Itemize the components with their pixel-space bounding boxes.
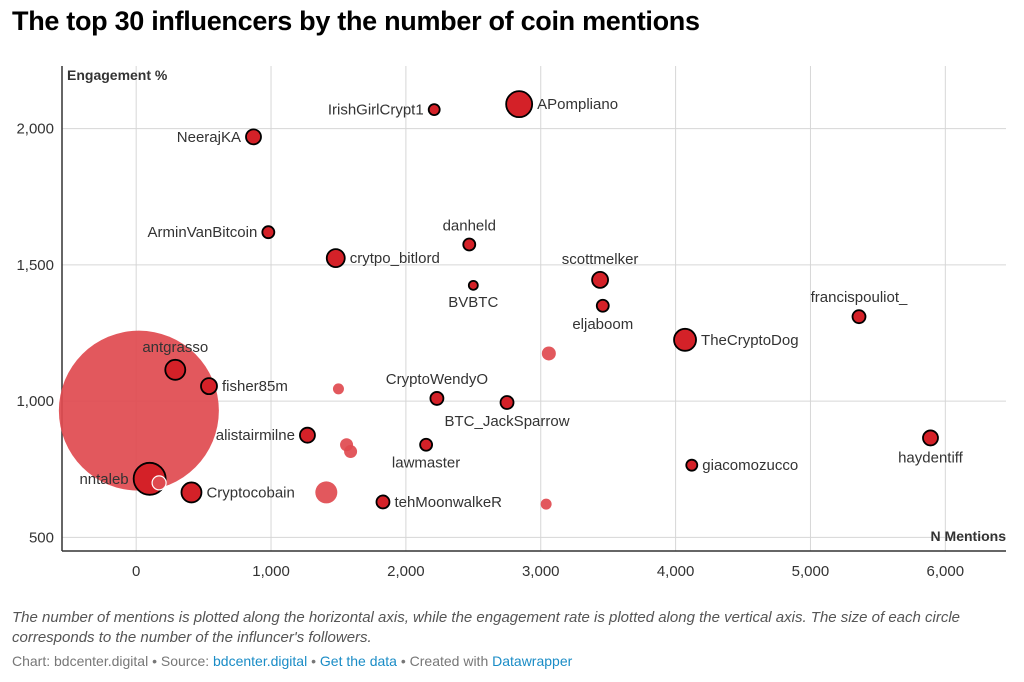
- point-fisher85m: [200, 377, 218, 396]
- point-eljaboom: [595, 298, 610, 313]
- point: [541, 346, 556, 361]
- point-scottmelker: [591, 270, 609, 289]
- point-label: tehMoonwalkeR: [394, 494, 502, 511]
- point-BVBTC: [467, 279, 479, 291]
- y-tick-label: 2,000: [16, 121, 54, 138]
- point-label: IrishGirlCrypt1: [328, 102, 424, 119]
- point: [315, 481, 338, 504]
- scatter-chart: 0 1,000 2,000 3,000 4,000 5,000 6,000 500 1,000…: [16, 66, 1007, 580]
- x-tick-label: 4,000: [657, 563, 695, 580]
- point-label: alistairmilne: [216, 427, 295, 444]
- x-tick-label: 5,000: [792, 563, 830, 580]
- source-link[interactable]: bdcenter.digital: [213, 653, 308, 669]
- y-axis-title: Engagement %: [67, 67, 168, 83]
- footer-credit: Chart: bdcenter.digital • Source:: [12, 653, 214, 669]
- point-label: nntaleb: [79, 471, 128, 488]
- chart-description: The number of mentions is plotted along …: [12, 609, 961, 646]
- data-points: [58, 90, 939, 510]
- point-IrishGirlCrypt1: [427, 103, 441, 116]
- point-tehMoonwalkeR: [375, 494, 391, 510]
- point-label: BTC_JackSparrow: [445, 413, 570, 430]
- x-tick-label: 6,000: [927, 563, 965, 580]
- point-TheCryptoDog: [673, 327, 697, 352]
- x-tick-label: 3,000: [522, 563, 560, 580]
- y-axis-ticks: 500 1,000 1,500 2,000: [16, 121, 54, 547]
- x-tick-label: 2,000: [387, 563, 425, 580]
- x-tick-label: 1,000: [252, 563, 290, 580]
- point-label: giacomozucco: [702, 457, 798, 474]
- datawrapper-link[interactable]: Datawrapper: [492, 653, 573, 669]
- point: [344, 445, 358, 459]
- point-ArminVanBitcoin: [261, 225, 276, 240]
- point-francispouliot_: [851, 309, 867, 325]
- x-tick-label: 0: [132, 563, 140, 580]
- point-label: TheCryptoDog: [701, 332, 799, 349]
- point: [151, 475, 167, 491]
- point-label: Cryptocobain: [206, 484, 294, 501]
- point-label: antgrasso: [142, 339, 208, 356]
- chart-title: The top 30 influencers by the number of …: [12, 6, 700, 36]
- y-tick-label: 500: [29, 529, 54, 546]
- point-label: BVBTC: [448, 294, 498, 311]
- point-label: ArminVanBitcoin: [148, 224, 258, 241]
- point-crytpo_bitlord: [325, 248, 346, 268]
- point-label: crytpo_bitlord: [350, 250, 440, 267]
- point: [332, 383, 344, 395]
- point-antgrasso: [164, 358, 187, 381]
- chart-footer: Chart: bdcenter.digital • Source: bdcent…: [12, 653, 572, 669]
- y-tick-label: 1,000: [16, 393, 54, 410]
- point: [540, 498, 552, 510]
- x-axis-ticks: 0 1,000 2,000 3,000 4,000 5,000 6,000: [132, 563, 964, 580]
- point-label: CryptoWendyO: [386, 371, 488, 388]
- point-Cryptocobain: [180, 481, 203, 504]
- grid-lines: [62, 66, 1006, 551]
- point-giacomozucco: [685, 458, 699, 472]
- point-label: haydentiff: [898, 449, 964, 466]
- point-label: lawmaster: [392, 455, 460, 472]
- point-label: danheld: [443, 217, 496, 234]
- point-BTC_JackSparrow: [499, 395, 515, 410]
- point-labels: APompliano IrishGirlCrypt1 NeerajKA ArminVa…: [79, 96, 963, 511]
- point-label: eljaboom: [572, 316, 633, 333]
- point-label: francispouliot_: [811, 289, 908, 306]
- x-axis-title: N Mentions: [931, 528, 1007, 544]
- point-haydentiff: [922, 429, 939, 447]
- point-lawmaster: [419, 437, 434, 452]
- point-APompliano: [505, 90, 534, 119]
- footer-created-with: • Created with: [396, 653, 493, 669]
- point-alistairmilne: [299, 426, 316, 444]
- point-label: scottmelker: [562, 251, 639, 268]
- point-danheld: [462, 237, 477, 252]
- point-label: fisher85m: [222, 378, 288, 395]
- point-label: APompliano: [537, 96, 618, 113]
- get-data-link[interactable]: Get the data: [319, 653, 397, 669]
- point-label: NeerajKA: [177, 129, 241, 146]
- point-CryptoWendyO: [429, 391, 445, 406]
- footer-separator: •: [307, 653, 320, 669]
- point-NeerajKA: [245, 128, 262, 146]
- y-tick-label: 1,500: [16, 257, 54, 274]
